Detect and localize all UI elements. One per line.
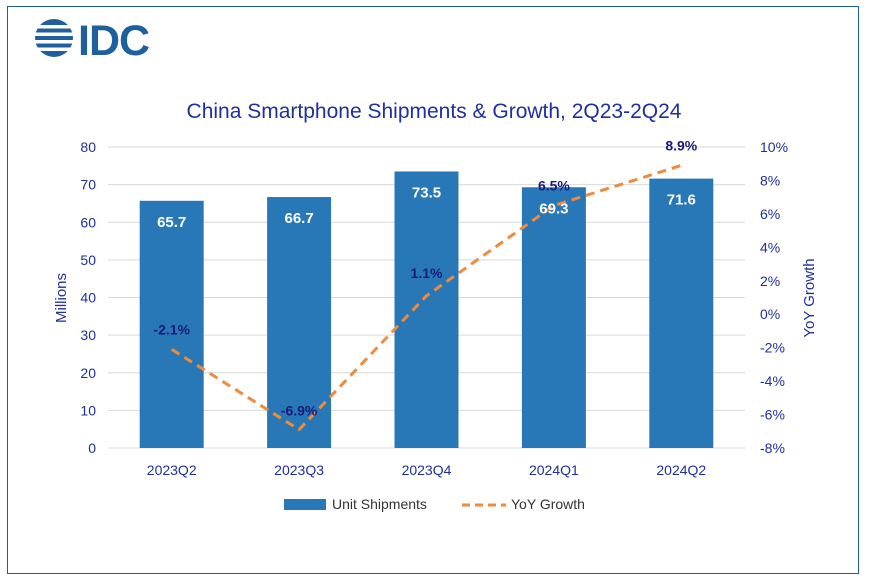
legend: Unit Shipments YoY Growth — [284, 496, 585, 512]
y-tick-label: 50 — [80, 252, 96, 268]
y2-tick-label: -8% — [760, 440, 785, 456]
y2-tick-label: 4% — [760, 239, 780, 255]
y-tick-label: 30 — [80, 327, 96, 343]
y2-axis-label: YoY Growth — [801, 258, 818, 337]
bar-2024Q1 — [521, 187, 586, 449]
bar-value-label: 69.3 — [539, 200, 568, 217]
y2-axis-ticks: -8% -6% -4% -2% 0% 2% 4% 6% 8% 10% — [760, 139, 788, 456]
yoy-growth-line — [170, 163, 682, 432]
legend-label-yoy-growth: YoY Growth — [511, 496, 585, 512]
x-tick-label: 2023Q2 — [147, 462, 197, 478]
y-tick-label: 70 — [80, 177, 96, 193]
legend-swatch-unit-shipments — [284, 499, 326, 510]
y-axis-ticks: 0 10 20 30 40 50 60 70 80 — [80, 139, 96, 456]
bar-series — [139, 171, 714, 449]
bar-value-label: 65.7 — [157, 214, 186, 231]
bar-value-label: 73.5 — [412, 184, 441, 201]
y2-tick-label: 2% — [760, 273, 780, 289]
y-tick-label: 40 — [80, 290, 96, 306]
y2-tick-label: -2% — [760, 340, 785, 356]
y2-tick-label: 6% — [760, 206, 780, 222]
chart-title: China Smartphone Shipments & Growth, 2Q2… — [187, 100, 682, 123]
bar-2023Q2 — [139, 200, 204, 448]
y-tick-label: 80 — [80, 139, 96, 155]
line-value-label: -6.9% — [281, 403, 318, 419]
x-tick-label: 2024Q1 — [529, 462, 579, 478]
line-value-label: 6.5% — [538, 178, 570, 194]
y-tick-label: 20 — [80, 365, 96, 381]
idc-logo-mark-icon — [32, 19, 78, 57]
y2-tick-label: 0% — [760, 306, 780, 322]
bar-value-label: 71.6 — [667, 192, 696, 209]
bar-2024Q2 — [649, 178, 714, 449]
x-tick-label: 2023Q4 — [402, 462, 452, 478]
y2-tick-label: -6% — [760, 407, 785, 423]
line-series — [170, 163, 682, 432]
x-tick-label: 2024Q2 — [656, 462, 706, 478]
y-tick-label: 0 — [88, 440, 96, 456]
line-value-label: 8.9% — [665, 137, 697, 153]
line-value-label: -2.1% — [153, 321, 190, 337]
x-tick-label: 2023Q3 — [274, 462, 324, 478]
y2-tick-label: 10% — [760, 139, 788, 155]
y2-tick-label: -4% — [760, 373, 785, 389]
idc-logo: IDC — [32, 17, 150, 64]
idc-logo-text: IDC — [78, 17, 149, 64]
bar-value-label: 66.7 — [284, 210, 313, 227]
y2-tick-label: 8% — [760, 172, 780, 188]
line-value-label: 1.1% — [411, 265, 443, 281]
y-tick-label: 10 — [80, 402, 96, 418]
bar-value-labels: 65.7 66.7 73.5 69.3 71.6 — [157, 184, 696, 230]
y-axis-label: Millions — [53, 273, 70, 323]
bar-2023Q4 — [394, 171, 459, 449]
line-value-labels: -2.1% -6.9% 1.1% 6.5% 8.9% — [153, 137, 697, 418]
y-tick-label: 60 — [80, 214, 96, 230]
legend-label-unit-shipments: Unit Shipments — [332, 496, 427, 512]
x-axis-ticks: 2023Q2 2023Q3 2023Q4 2024Q1 2024Q2 — [147, 462, 707, 478]
